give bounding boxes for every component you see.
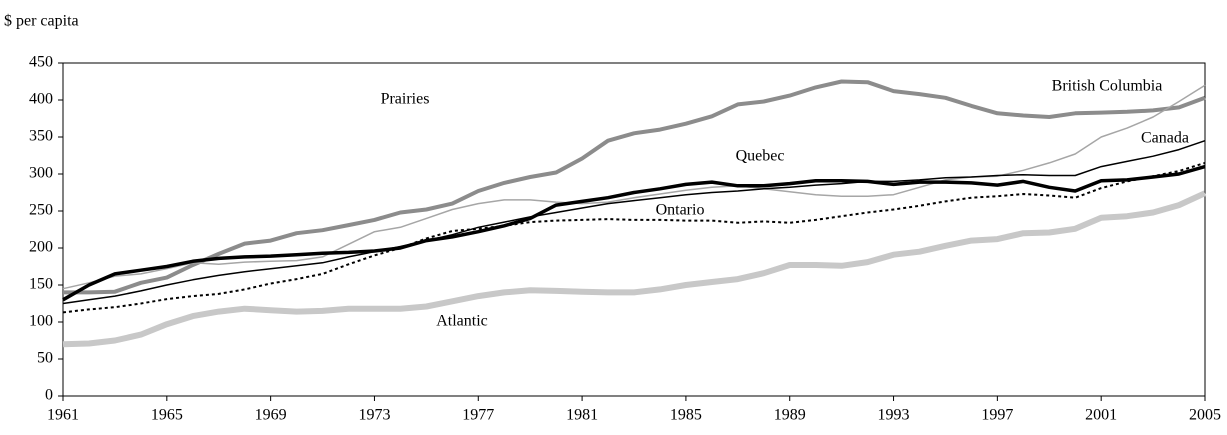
series-label: Ontario [656,202,705,219]
series-label: British Columbia [1052,78,1163,95]
y-axis-label: $ per capita [4,13,79,30]
y-tick-label: 250 [29,202,53,219]
series-line [63,79,1206,295]
x-tick-label: 1961 [47,407,79,424]
y-tick-label: 400 [29,91,53,108]
series-label: Canada [1141,130,1189,147]
x-tick-label: 1981 [566,407,598,424]
y-tick-label: 50 [37,350,53,367]
y-tick-label: 100 [29,313,53,330]
x-tick-label: 1997 [981,407,1013,424]
plot-frame [62,62,1206,397]
x-tick-label: 1977 [462,407,494,424]
series-line [62,164,1206,302]
y-tick-label: 200 [29,239,53,256]
series-label: Quebec [736,148,785,165]
series-line [62,84,1206,290]
y-tick-label: 350 [29,128,53,145]
x-tick-label: 1989 [774,407,806,424]
x-tick-label: 1993 [878,407,910,424]
x-tick-label: 1969 [255,407,287,424]
series-label: Atlantic [436,313,488,330]
y-tick-label: 0 [45,387,53,404]
x-tick-label: 1985 [670,407,702,424]
series-line [62,190,1207,348]
y-tick-label: 150 [29,276,53,293]
x-tick-label: 2005 [1189,407,1221,424]
series-label: Prairies [381,91,430,108]
x-tick-label: 1965 [151,407,183,424]
x-tick-label: 1973 [358,407,390,424]
x-tick-label: 2001 [1085,407,1117,424]
series-line [62,139,1206,305]
y-tick-label: 300 [29,165,53,182]
y-tick-label: 450 [29,54,53,71]
series-line [62,161,1206,314]
